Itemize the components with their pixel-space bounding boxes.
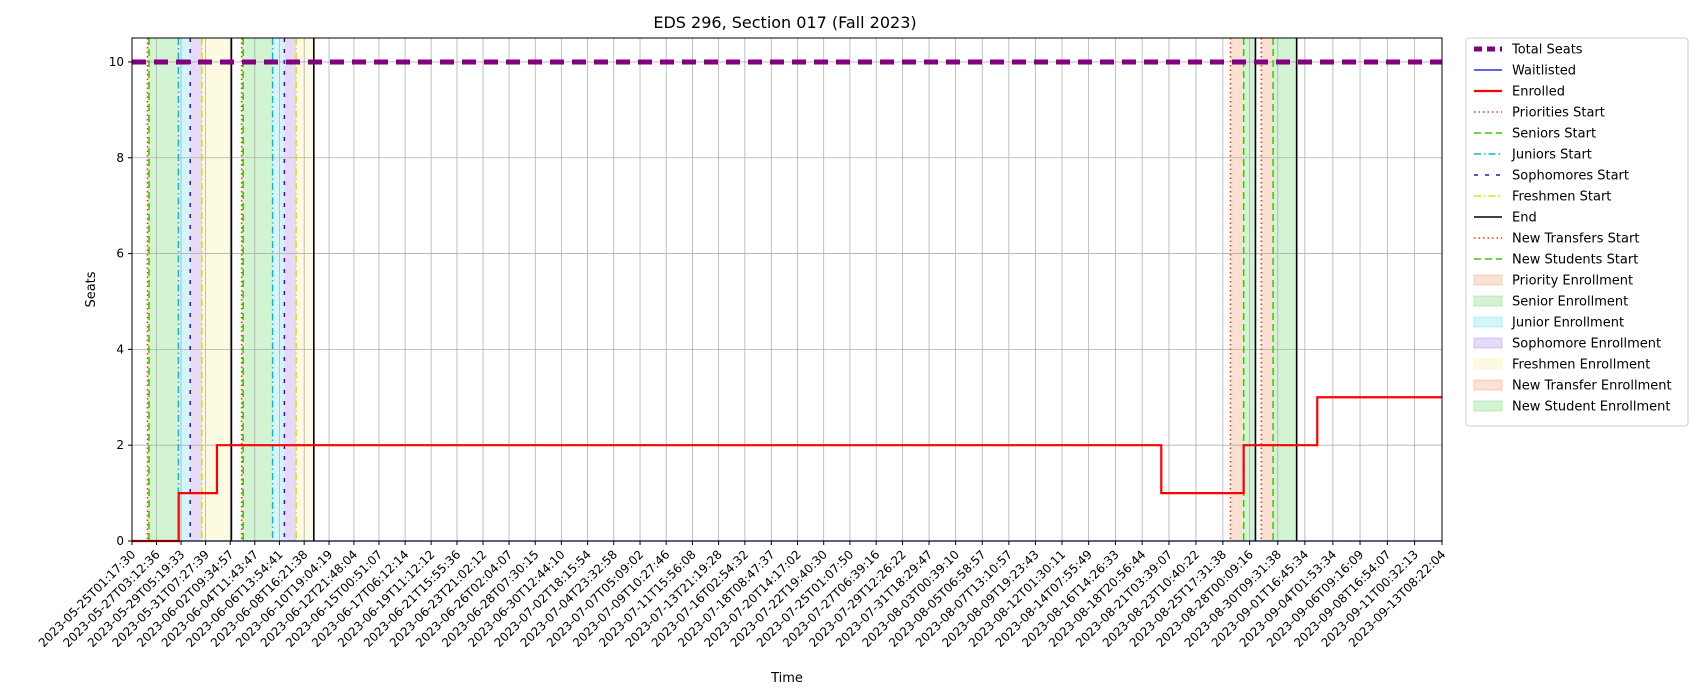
legend-label-sophomore-enrollment: Sophomore Enrollment xyxy=(1512,337,1661,352)
phase-span-priority-enrollment-5 xyxy=(241,38,244,541)
legend-label-new-student-enrollment: New Student Enrollment xyxy=(1512,400,1670,415)
phase-markers xyxy=(146,38,1298,541)
phase-span-freshmen-enrollment-9 xyxy=(296,38,314,541)
legend-swatch-freshmen-enrollment xyxy=(1473,358,1503,370)
y-tick-label-4: 8 xyxy=(116,151,124,165)
legend-label-new-transfers-start: New Transfers Start xyxy=(1512,232,1639,247)
legend-label-priority-enrollment: Priority Enrollment xyxy=(1512,274,1633,289)
grid-lines xyxy=(131,38,1443,542)
legend-label-freshmen-enrollment: Freshmen Enrollment xyxy=(1512,358,1650,373)
legend-label-new-students-start: New Students Start xyxy=(1512,253,1638,268)
legend-label-end: End xyxy=(1512,211,1537,226)
phase-spans xyxy=(147,38,1297,541)
phase-span-senior-enrollment-6 xyxy=(243,38,273,541)
legend-label-enrolled: Enrolled xyxy=(1512,85,1565,100)
y-tick-label-3: 6 xyxy=(116,247,124,261)
phase-span-new-student-enrollment-13 xyxy=(1273,38,1297,541)
legend-swatch-new-student-enrollment xyxy=(1473,400,1503,412)
y-tick-label-2: 4 xyxy=(116,342,124,356)
legend-swatch-priority-enrollment xyxy=(1473,274,1503,286)
legend-label-waitlisted: Waitlisted xyxy=(1512,64,1576,79)
legend-label-sophomores-start: Sophomores Start xyxy=(1512,169,1629,184)
phase-span-new-transfer-enrollment-12 xyxy=(1261,38,1274,541)
plot-frame xyxy=(131,37,1443,542)
phase-span-priority-enrollment-0 xyxy=(147,38,150,541)
legend-label-priorities-start: Priorities Start xyxy=(1512,106,1605,121)
legend-label-new-transfer-enrollment: New Transfer Enrollment xyxy=(1512,379,1672,394)
y-tick-label-0: 0 xyxy=(116,534,124,548)
legend-label-senior-enrollment: Senior Enrollment xyxy=(1512,295,1628,310)
legend-swatch-sophomore-enrollment xyxy=(1473,337,1503,349)
y-axis-title: Seats xyxy=(84,271,99,307)
legend-label-seniors-start: Seniors Start xyxy=(1512,127,1596,142)
phase-span-junior-enrollment-2 xyxy=(178,38,191,541)
legend-label-juniors-start: Juniors Start xyxy=(1511,148,1592,163)
legend-box xyxy=(1465,37,1689,427)
legend-label-freshmen-start: Freshmen Start xyxy=(1512,190,1611,205)
phase-span-senior-enrollment-1 xyxy=(149,38,179,541)
legend-swatch-new-transfer-enrollment xyxy=(1473,379,1503,391)
axes-frame xyxy=(128,37,1443,545)
phase-span-new-transfer-enrollment-10 xyxy=(1230,38,1244,541)
legend-swatch-junior-enrollment xyxy=(1473,316,1503,328)
phase-span-junior-enrollment-7 xyxy=(272,38,285,541)
phase-span-sophomore-enrollment-8 xyxy=(284,38,297,541)
legend: Total Seats Waitlisted Enrolled Priorities … xyxy=(1465,37,1689,427)
legend-label-junior-enrollment: Junior Enrollment xyxy=(1511,316,1624,331)
legend-label-total-seats: Total Seats xyxy=(1511,43,1583,58)
series-enrolled xyxy=(132,396,1442,543)
y-tick-label-5: 10 xyxy=(109,55,124,69)
chart-title: EDS 296, Section 017 (Fall 2023) xyxy=(653,13,916,32)
legend-swatch-senior-enrollment xyxy=(1473,295,1503,307)
phase-span-sophomore-enrollment-3 xyxy=(190,38,202,541)
y-tick-label-1: 2 xyxy=(116,438,124,452)
x-axis-title: Time xyxy=(770,671,803,686)
